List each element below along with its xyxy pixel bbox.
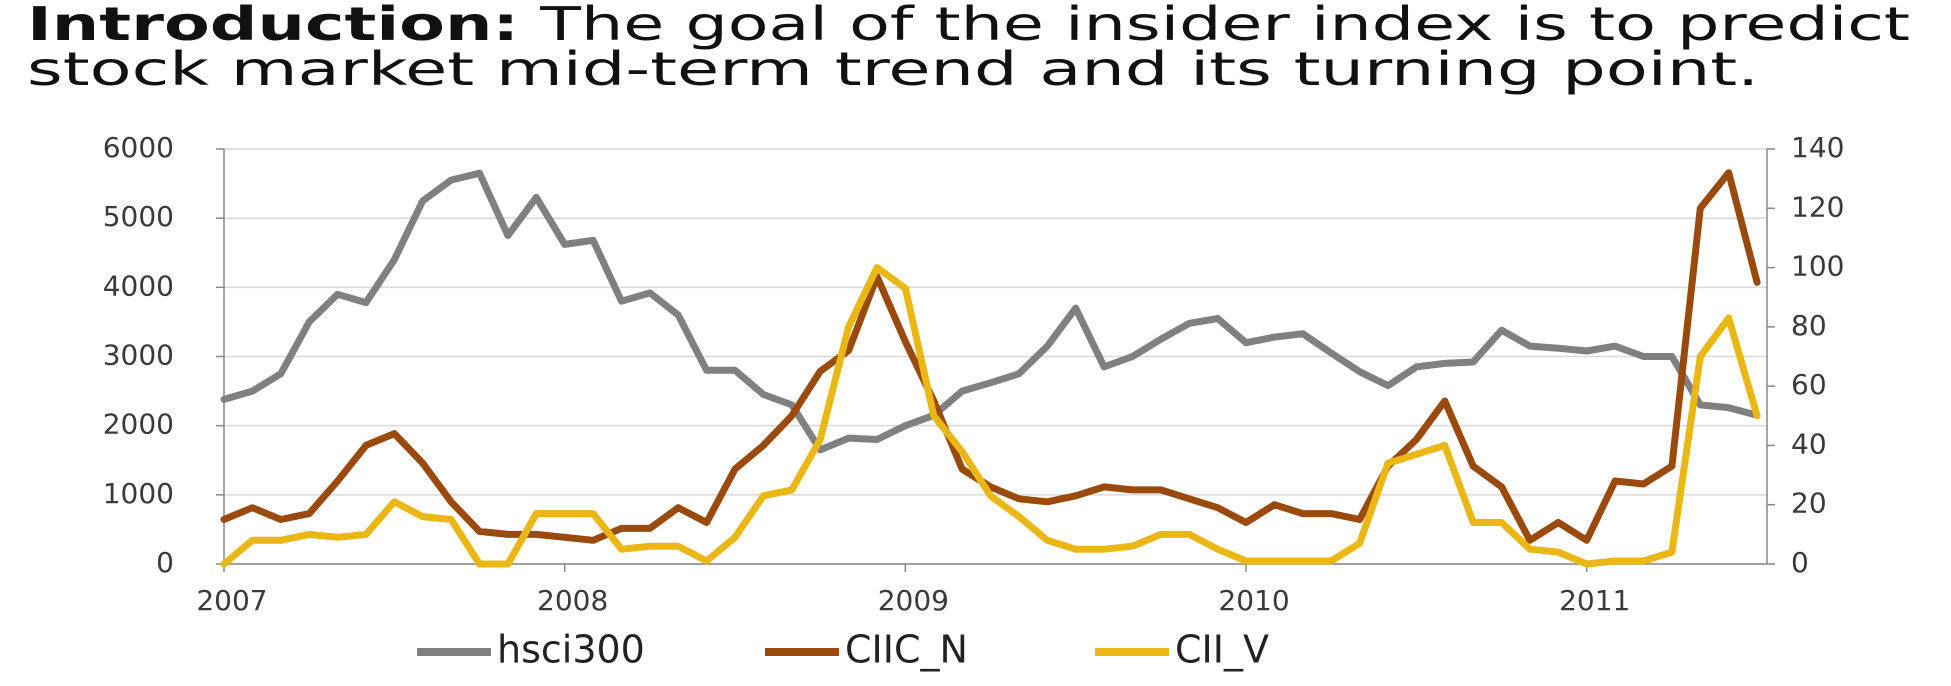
y-tick-label: 3000 bbox=[103, 339, 174, 372]
y2-tick-label: 60 bbox=[1791, 368, 1827, 401]
intro-text: stock market mid-term trend and its turn… bbox=[27, 42, 1759, 96]
x-tick-label: 2007 bbox=[196, 584, 267, 617]
x-tick-label: 2010 bbox=[1218, 584, 1289, 617]
y2-tick-label: 0 bbox=[1791, 546, 1809, 579]
y-tick-label: 5000 bbox=[103, 200, 174, 233]
intro-text: The goal of the insider index is to pred… bbox=[539, 0, 1910, 51]
x-tick-label: 2008 bbox=[537, 584, 608, 617]
legend-label: CII_V bbox=[1175, 628, 1269, 672]
series-line bbox=[220, 169, 1761, 454]
x-tick-label: 2009 bbox=[878, 584, 949, 617]
series-line bbox=[220, 169, 1761, 544]
y2-tick-label: 40 bbox=[1791, 427, 1827, 460]
x-tick-label: 2011 bbox=[1559, 584, 1630, 617]
y-tick-label: 6000 bbox=[103, 131, 174, 164]
y-tick-label: 4000 bbox=[103, 269, 174, 302]
y-tick-label: 1000 bbox=[103, 477, 174, 510]
y-tick-label: 2000 bbox=[103, 408, 174, 441]
intro-label: Introduction: bbox=[27, 0, 519, 51]
chart: 0 1000 2000 3000 4000 5000 6000 0 20 40 60 80 100 120… bbox=[103, 131, 1845, 672]
legend-label: hsci300 bbox=[497, 628, 645, 672]
intro-line: Introduction: The goal of the insider in… bbox=[27, 0, 1910, 51]
legend-label: CIIC_N bbox=[845, 628, 968, 672]
y2-tick-label: 120 bbox=[1791, 190, 1844, 223]
y2-tick-label: 140 bbox=[1791, 131, 1844, 164]
y2-tick-label: 20 bbox=[1791, 487, 1827, 520]
y-tick-label: 0 bbox=[156, 546, 174, 579]
series-line bbox=[220, 264, 1761, 568]
y2-tick-label: 80 bbox=[1791, 309, 1827, 342]
y2-tick-label: 100 bbox=[1791, 250, 1844, 283]
